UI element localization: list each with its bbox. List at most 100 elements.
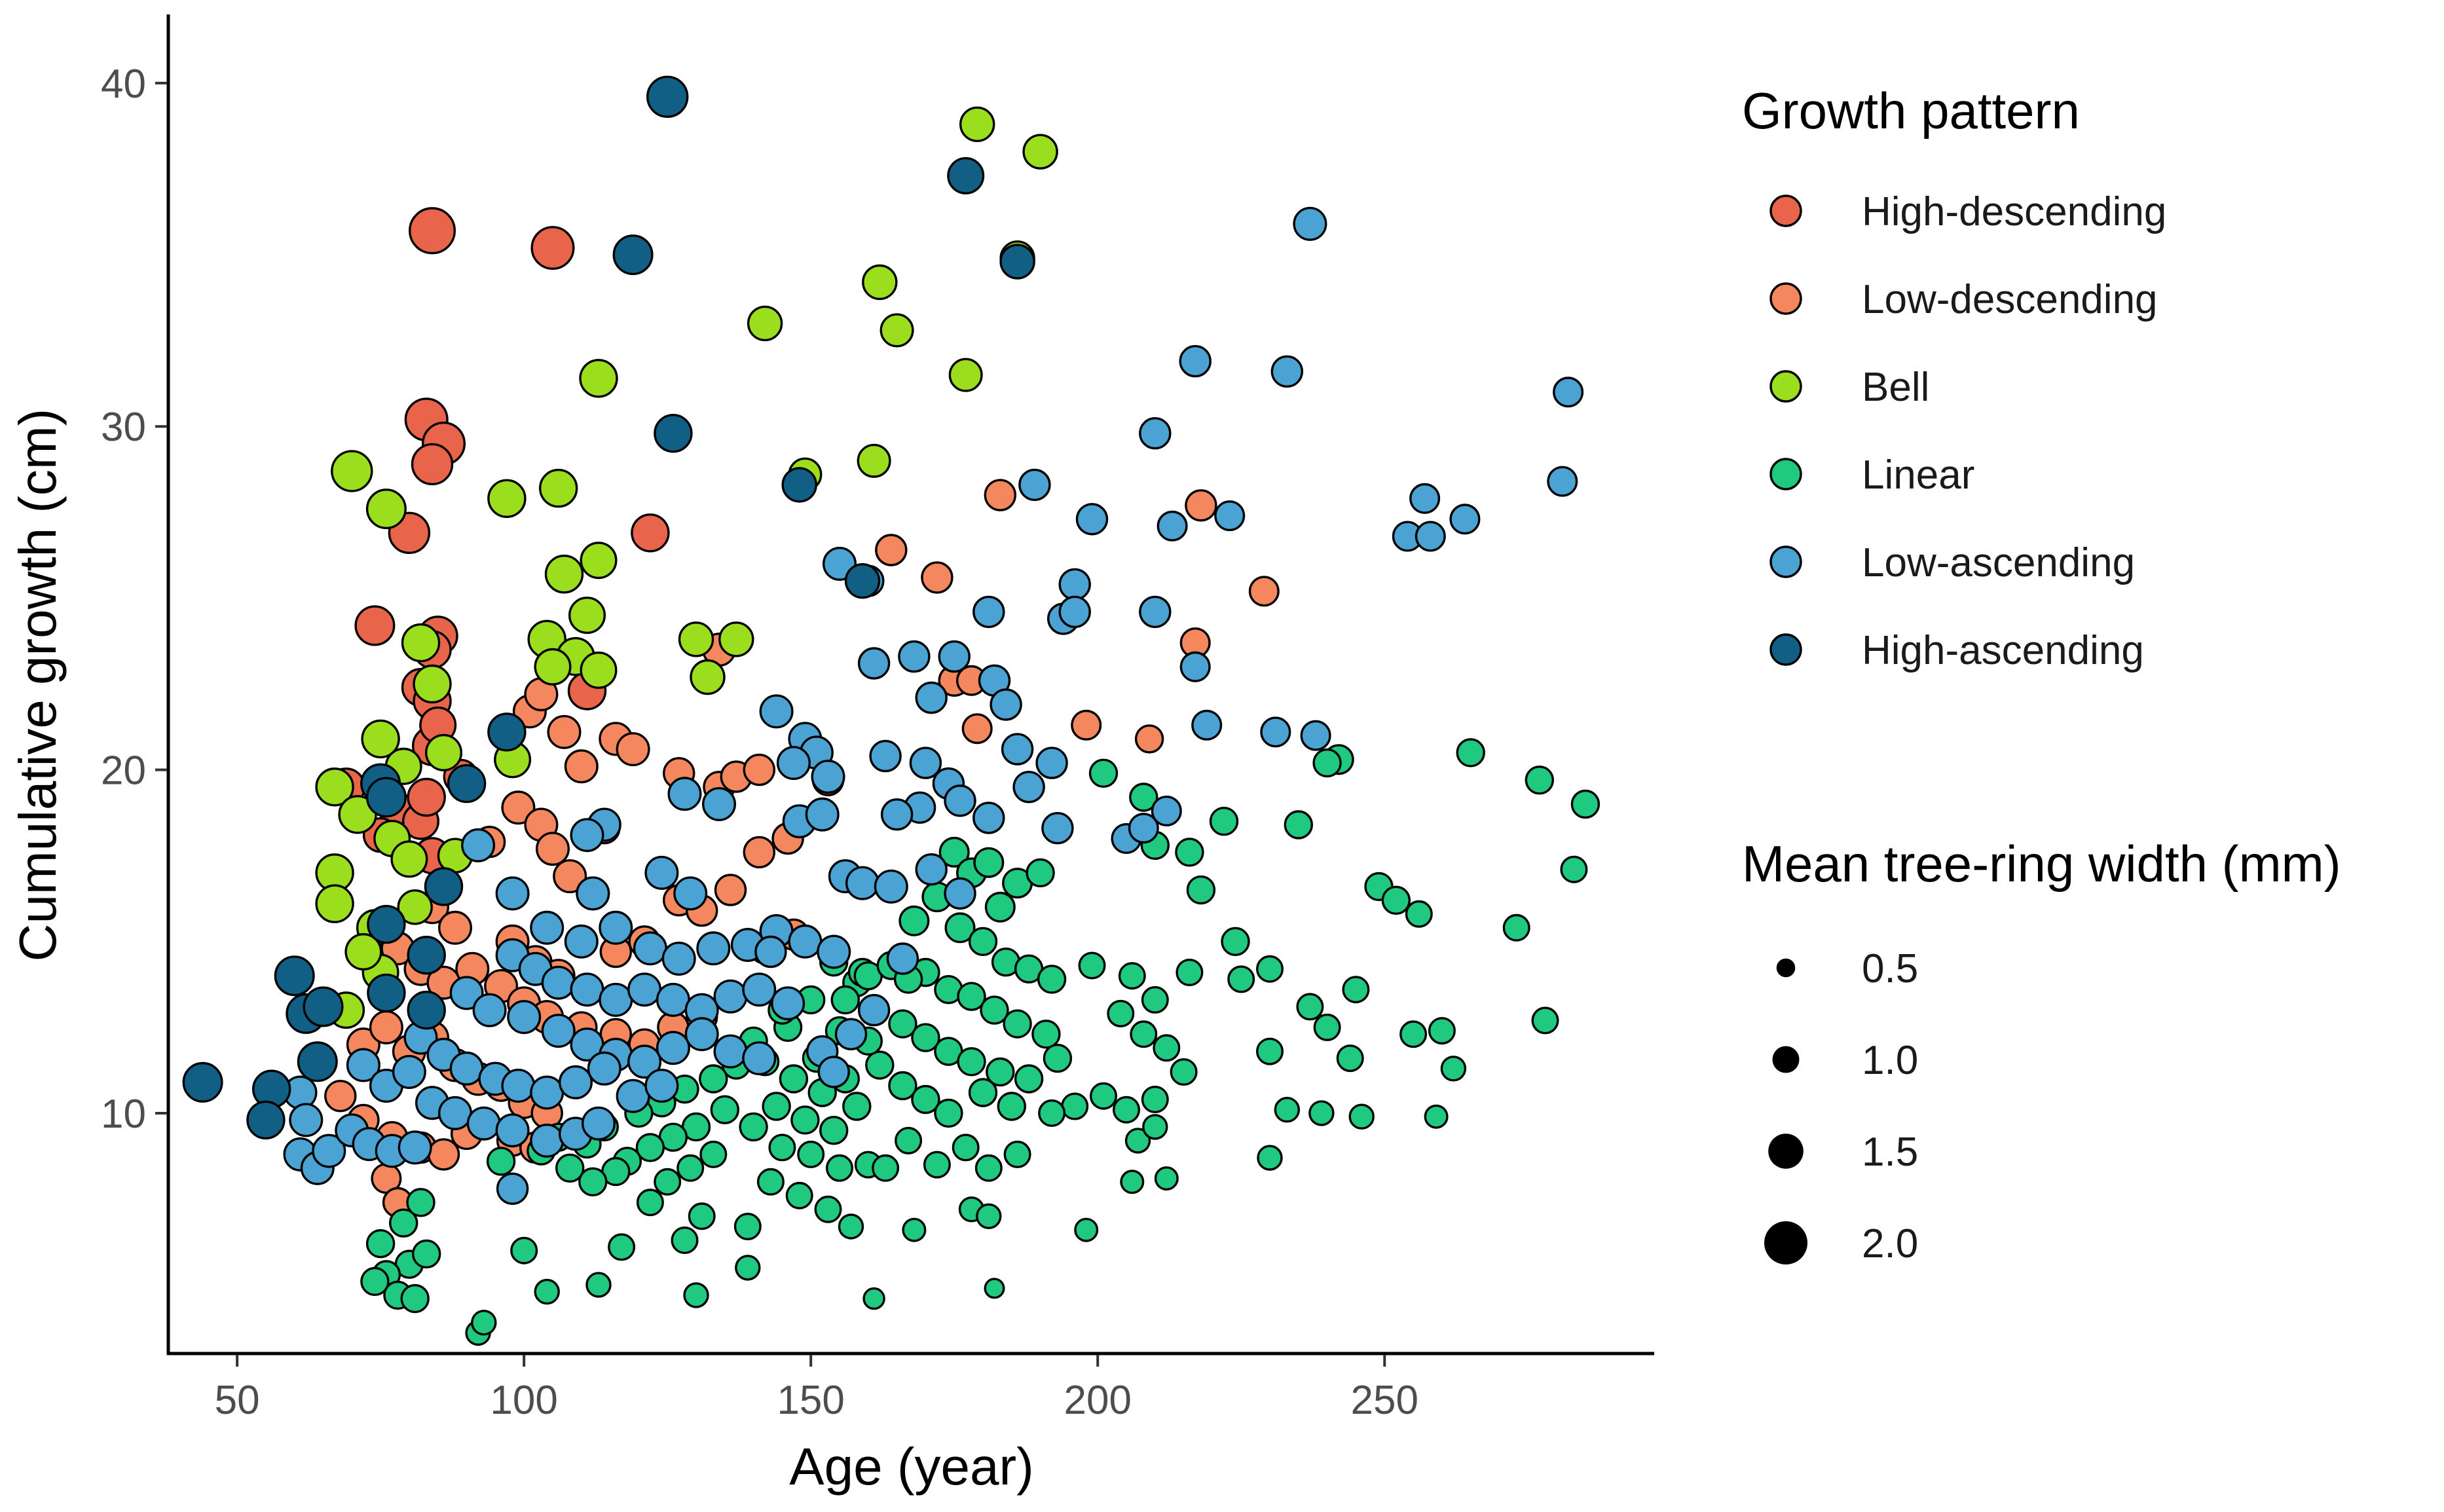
- series-linear: [360, 738, 1601, 1346]
- growth-pattern-legend-title: Growth pattern: [1742, 82, 2080, 139]
- point-low-ascending-10: [1157, 510, 1188, 542]
- point-linear-120: [699, 1064, 728, 1094]
- point-linear-24: [1257, 1145, 1283, 1171]
- point-linear-118: [872, 1154, 900, 1182]
- point-linear-0: [1456, 738, 1485, 767]
- size-legend-dot-3: [1764, 1221, 1807, 1264]
- point-low-ascending-105: [559, 1065, 593, 1099]
- point-linear-4: [1502, 913, 1530, 942]
- point-linear-60: [968, 927, 998, 957]
- point-high-ascending-1: [947, 157, 985, 194]
- point-low-ascending-127: [398, 1130, 432, 1165]
- point-low-ascending-87: [449, 976, 484, 1010]
- point-linear-74: [986, 1057, 1015, 1087]
- point-linear-22: [1308, 1100, 1335, 1126]
- point-linear-18: [1313, 1013, 1341, 1041]
- point-linear-8: [1440, 1056, 1467, 1082]
- point-low-ascending-18: [972, 595, 1005, 629]
- point-low-ascending-58: [944, 877, 976, 910]
- point-low-ascending-130: [834, 1018, 868, 1051]
- point-low-ascending-63: [576, 876, 610, 911]
- point-low-ascending-108: [644, 1068, 679, 1103]
- legend-swatch-high_desc: [1769, 194, 1802, 227]
- point-linear-49: [1061, 1092, 1089, 1120]
- point-low-descending-61: [324, 1079, 357, 1113]
- point-linear-133: [578, 1167, 608, 1197]
- point-low-ascending-24: [857, 647, 891, 680]
- point-linear-159: [400, 1283, 430, 1314]
- point-low-ascending-115: [495, 1113, 530, 1148]
- point-low-ascending-29: [1260, 716, 1291, 748]
- point-high-ascending-0: [646, 75, 689, 119]
- point-low-ascending-123: [312, 1134, 346, 1168]
- point-linear-139: [486, 1147, 516, 1176]
- point-linear-145: [510, 1236, 538, 1264]
- point-low-descending-10: [1071, 709, 1102, 741]
- ring-width-legend: Mean tree-ring width (mm) 0.5 1.0 1.5 2.0: [1742, 835, 2341, 1266]
- x-tick-label-200: 200: [1064, 1378, 1131, 1423]
- point-linear-31: [1176, 958, 1204, 986]
- point-linear-48: [1089, 1082, 1117, 1110]
- x-axis-title: Age (year): [789, 1437, 1033, 1496]
- point-linear-54: [984, 891, 1016, 923]
- point-low-descending-2: [1248, 576, 1280, 607]
- point-linear-147: [585, 1272, 612, 1298]
- legend-item-high_desc: High-descending: [1769, 189, 2166, 234]
- point-low-ascending-37: [909, 747, 942, 779]
- point-linear-59: [898, 905, 930, 936]
- point-low-descending-21: [743, 753, 776, 786]
- point-low-ascending-23: [898, 640, 931, 673]
- point-low-ascending-106: [587, 1051, 621, 1086]
- point-linear-103: [779, 1064, 809, 1094]
- point-high-ascending-18: [407, 990, 446, 1030]
- point-linear-110: [768, 1134, 796, 1162]
- point-low-ascending-90: [541, 1014, 576, 1048]
- size-legend-label-2: 1.5: [1862, 1130, 1918, 1175]
- point-high-ascending-19: [297, 1041, 338, 1082]
- y-tick-label-20: 20: [101, 748, 146, 794]
- point-bell-12: [857, 443, 891, 478]
- point-high-descending-0: [409, 207, 456, 255]
- point-bell-25: [413, 664, 452, 704]
- point-low-descending-28: [553, 859, 587, 894]
- point-bell-1: [1022, 134, 1058, 170]
- point-high-ascending-4: [654, 414, 693, 453]
- point-low-ascending-60: [570, 818, 604, 853]
- point-high-ascending-5: [781, 467, 817, 503]
- point-low-descending-27: [536, 832, 570, 866]
- legend-label-low_desc: Low-descending: [1862, 277, 2158, 322]
- point-linear-156: [412, 1239, 441, 1269]
- growth-pattern-legend: Growth pattern High-descending Low-descen…: [1742, 82, 2166, 673]
- point-low-ascending-93: [627, 1044, 662, 1079]
- point-linear-131: [654, 1168, 682, 1196]
- point-low-ascending-128: [496, 1172, 529, 1206]
- point-linear-26: [1175, 838, 1204, 867]
- point-linear-28: [1221, 927, 1250, 957]
- legend-item-linear: Linear: [1769, 452, 1974, 498]
- size-legend-label-0: 0.5: [1862, 946, 1918, 991]
- point-low-ascending-86: [771, 986, 805, 1021]
- point-linear-34: [1107, 999, 1135, 1027]
- point-high-ascending-22: [182, 1061, 223, 1103]
- point-linear-154: [365, 1228, 396, 1259]
- point-low-ascending-109: [346, 1048, 380, 1082]
- point-low-ascending-103: [501, 1068, 536, 1103]
- point-linear-79: [911, 1084, 940, 1115]
- point-linear-105: [842, 1092, 872, 1121]
- point-linear-151: [471, 1310, 497, 1336]
- legend-item-bell: Bell: [1769, 365, 1929, 410]
- point-low-ascending-8: [1415, 521, 1446, 552]
- point-bell-13: [365, 489, 407, 530]
- point-low-ascending-30: [1300, 720, 1331, 751]
- point-low-ascending-78: [541, 965, 576, 1000]
- x-axis-ticks: 50 100 150 200 250: [215, 1355, 1418, 1423]
- point-linear-71: [911, 1023, 940, 1052]
- point-low-ascending-66: [530, 910, 565, 945]
- point-low-ascending-22: [938, 640, 971, 673]
- point-low-ascending-113: [438, 1096, 473, 1130]
- point-linear-124: [710, 1095, 740, 1124]
- point-low-ascending-57: [915, 853, 948, 886]
- point-linear-40: [1124, 1128, 1151, 1154]
- legend-swatch-linear: [1769, 458, 1802, 490]
- size-legend-item-1: 1.0: [1772, 1038, 1918, 1083]
